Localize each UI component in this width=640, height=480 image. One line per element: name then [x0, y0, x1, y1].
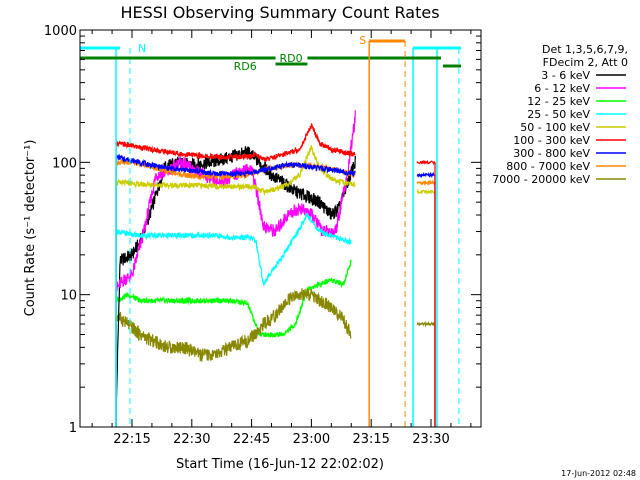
series-line — [115, 259, 352, 339]
legend-header-line-1: Det 1,3,5,6,7,9, — [542, 43, 628, 56]
series-line — [115, 145, 356, 197]
series-line-late-segment — [416, 179, 436, 187]
y-tick-label: 100 — [52, 156, 77, 171]
series-line — [115, 123, 356, 162]
series-line-late-segment — [416, 171, 436, 179]
legend-item-label: 50 - 100 keV — [520, 121, 590, 134]
footer-timestamp: 17-Jun-2012 02:48 — [561, 469, 636, 478]
plot-frame — [79, 29, 482, 428]
y-tick-label: 1000 — [44, 24, 77, 39]
legend-item-label: 6 - 12 keV — [534, 82, 590, 95]
x-tick-label: 23:15 — [352, 432, 389, 447]
legend-item-label: 12 - 25 keV — [527, 95, 590, 108]
series-line — [115, 153, 356, 179]
data-layer: N RD0 RD6 S — [80, 34, 461, 427]
rd0-label: RD0 — [280, 52, 303, 65]
saa-label: S — [359, 34, 366, 47]
series-line — [115, 287, 352, 363]
y-tick-label: 1 — [69, 421, 77, 436]
legend-item-label: 7000 - 20000 keV — [492, 173, 590, 186]
x-axis-label: Start Time (16-Jun-12 22:02:02) — [176, 457, 384, 472]
legend-item-label: 800 - 7000 keV — [506, 160, 590, 173]
axes: 22:15 22:30 22:45 23:00 23:15 23:30 1 10 100 1000 — [44, 24, 481, 447]
chart-title: HESSI Observing Summary Count Rates — [120, 3, 439, 22]
series-line — [115, 212, 352, 286]
x-tick-label: 22:30 — [173, 432, 210, 447]
series-line-late-segment — [416, 159, 436, 166]
legend-item-label: 3 - 6 keV — [541, 69, 590, 82]
x-tick-label: 23:00 — [293, 432, 330, 447]
y-tick-label: 10 — [60, 289, 77, 304]
series-line-late-segment — [416, 320, 436, 328]
legend-item-label: 300 - 800 keV — [513, 147, 590, 160]
legend: Det 1,3,5,6,7,9, FDecim 2, Att 0 3 - 6 k… — [492, 43, 628, 186]
series-line — [115, 110, 356, 296]
legend-header-line-2: FDecim 2, Att 0 — [543, 56, 628, 69]
rd6-label: RD6 — [234, 60, 257, 73]
series-line-late-segment — [416, 188, 436, 195]
x-tick-label: 23:30 — [412, 432, 449, 447]
legend-item-label: 100 - 300 keV — [513, 134, 590, 147]
x-tick-label: 22:45 — [233, 432, 270, 447]
x-tick-label: 22:15 — [113, 432, 150, 447]
night-label: N — [138, 42, 146, 55]
y-axis-label: Count Rate (s⁻¹ detector⁻¹) — [23, 140, 38, 317]
legend-item-label: 25 - 50 keV — [527, 108, 590, 121]
